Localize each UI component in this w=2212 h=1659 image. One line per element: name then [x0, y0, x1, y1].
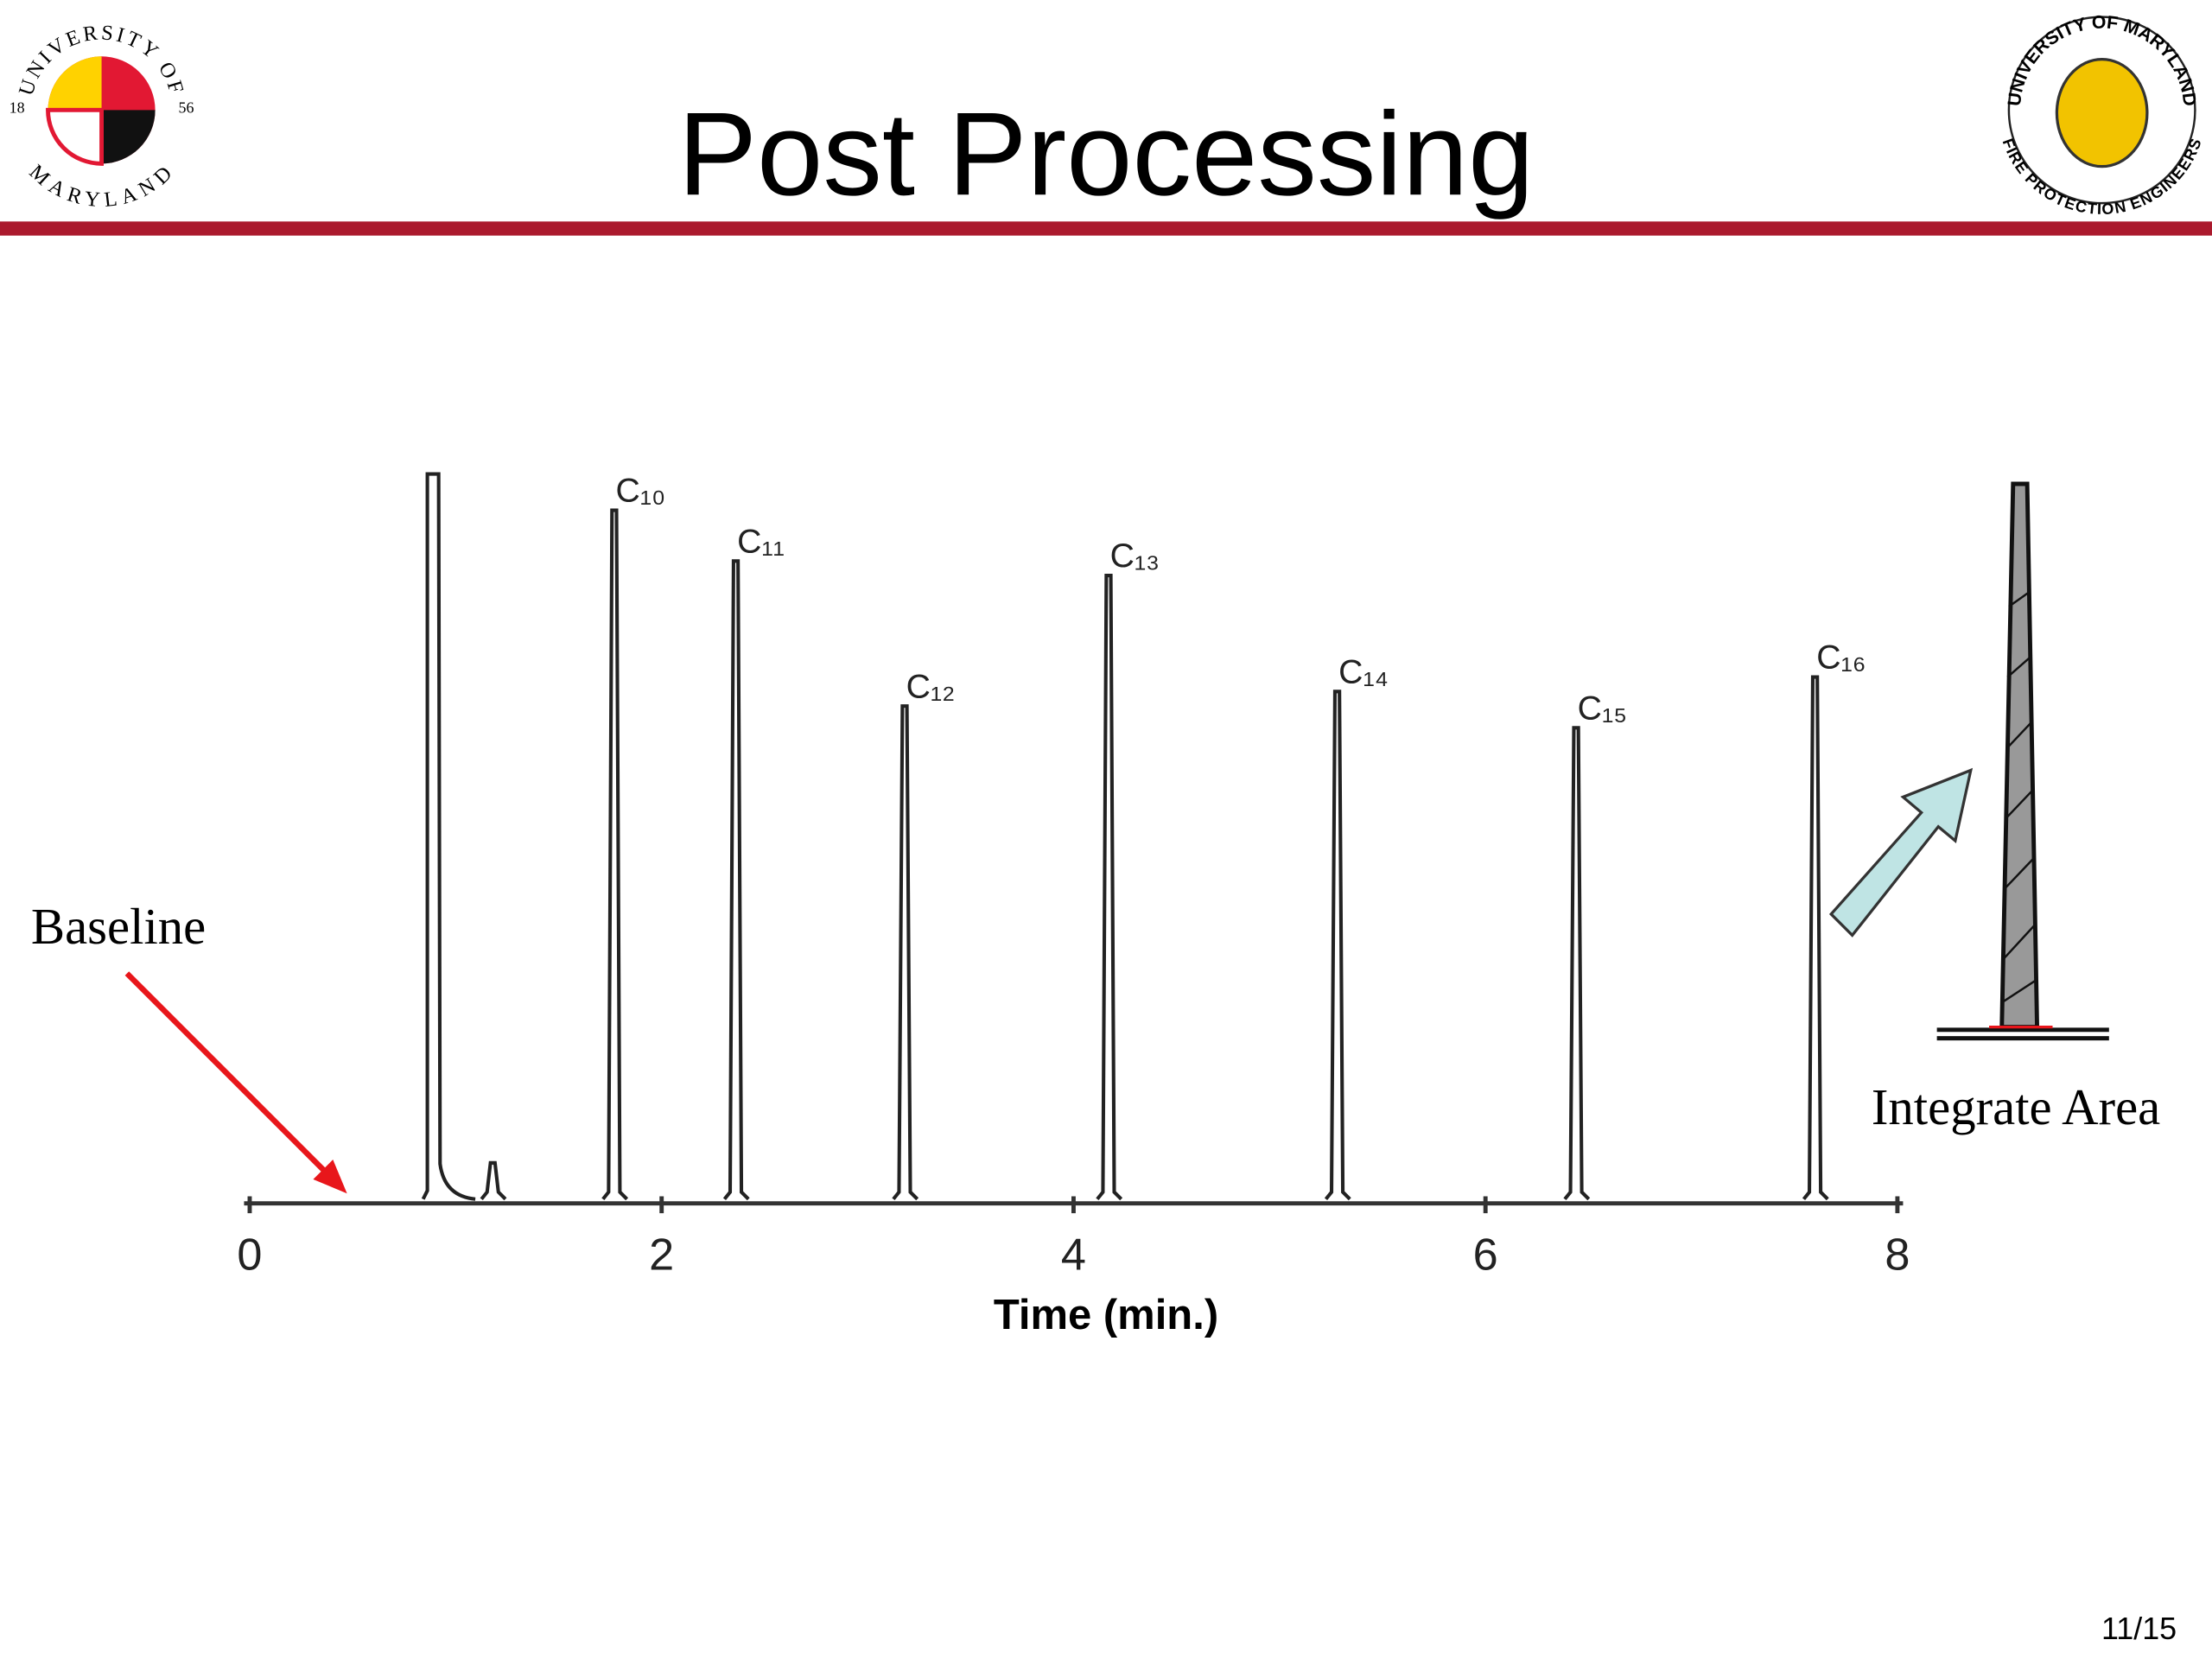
- peak: [601, 508, 629, 1201]
- peak-label: C₁₁: [737, 523, 785, 560]
- inset-hatching: [2002, 591, 2037, 1003]
- x-tick-label: 4: [1061, 1230, 1086, 1280]
- peak: [1324, 690, 1351, 1201]
- peak-label: C₁₃: [1110, 537, 1160, 575]
- x-tick-label: 2: [649, 1230, 674, 1280]
- logo-ring: [2007, 16, 2196, 205]
- peak: [1802, 675, 1829, 1201]
- logo-text: 18: [10, 99, 25, 117]
- page-number: 11/15: [2101, 1611, 2177, 1646]
- integrate-area-label: Integrate Area: [1872, 1079, 2160, 1135]
- fpe-logo: UNIVERSITY OF MARYLAND FIRE PROTECTION E…: [1999, 12, 2205, 218]
- x-axis-label: Time (min.): [994, 1292, 1218, 1338]
- peak-label: C₁₄: [1338, 654, 1389, 691]
- integration-inset: [1936, 481, 2109, 1041]
- peak-label: C₁₆: [1816, 639, 1866, 677]
- peak-label: C₁₂: [906, 668, 956, 705]
- inset-peak: [1999, 481, 2040, 1030]
- logo-text: MARYLAND: [25, 160, 179, 212]
- logo-text: MARYLAND: [25, 160, 176, 212]
- logo-quarter: [101, 110, 156, 164]
- slide-title: Post Processing: [678, 88, 1535, 220]
- x-tick-label: 0: [237, 1230, 262, 1280]
- x-tick-label: 6: [1473, 1230, 1498, 1280]
- baseline-arrowhead: [313, 1160, 347, 1194]
- x-tick-label: 8: [1885, 1230, 1910, 1280]
- inset-arrow: [1828, 767, 1974, 938]
- logo-quarter: [46, 107, 104, 166]
- peak: [480, 1160, 507, 1201]
- baseline-label: Baseline: [31, 899, 206, 955]
- peak: [892, 704, 919, 1201]
- peak: [421, 472, 476, 1201]
- peak: [1563, 726, 1591, 1201]
- peak: [722, 559, 750, 1201]
- umd-logo: UNIVERSITY OF MARYLAND 18 56: [10, 21, 194, 212]
- peak: [1096, 574, 1123, 1201]
- logo-figure: [2055, 57, 2149, 168]
- logo-text: 56: [179, 99, 194, 117]
- logo-quarter: [48, 56, 102, 111]
- peak-label: C₁₅: [1578, 690, 1627, 727]
- header-rule: [0, 221, 2212, 236]
- baseline-arrow: [124, 971, 335, 1182]
- peak-label: C₁₀: [616, 473, 666, 510]
